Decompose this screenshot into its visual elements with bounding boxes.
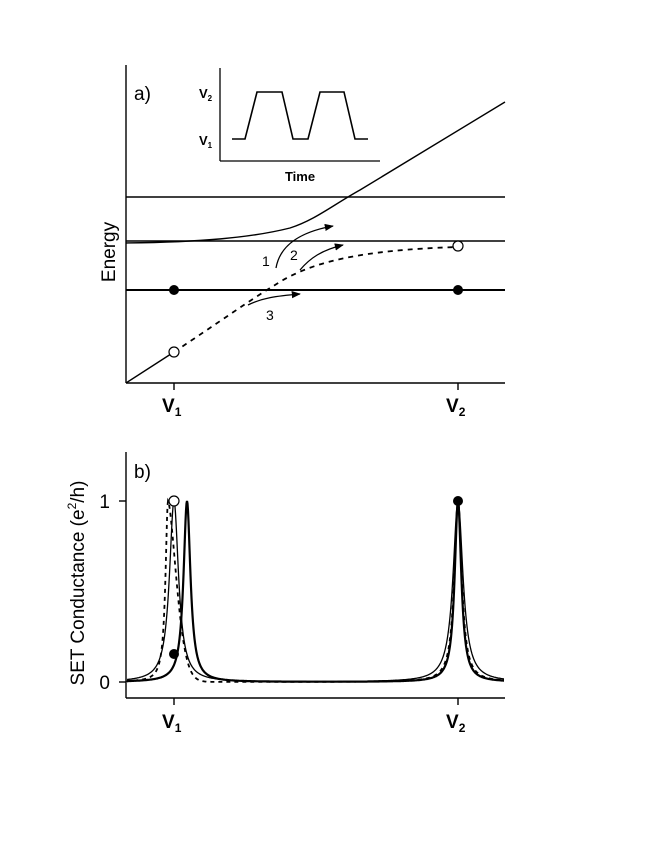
panel-b: b) 1 0 SET Conductance (e2/h) V1 V2 [65,452,505,735]
inset-waveform [232,91,368,140]
panel-a-xtick-v1-sub: 1 [175,405,182,419]
filled-point-v2 [453,285,463,295]
arrow-label-1: 1 [262,253,270,269]
filled-point-v1-low [169,649,179,659]
panel-a-label: a) [134,84,151,105]
inset-ytick-v1: V1 [199,133,213,150]
inset-time-trace: Time V2 V1 [199,68,380,184]
conductance-curve-dashed [126,497,505,683]
arrow-label-3: 3 [266,307,274,323]
arrow-2 [299,243,344,271]
panel-b-xtick-v2-sub: 2 [459,721,466,735]
inset-ytick-v2: V2 [199,86,213,103]
panel-a-xtick-v2: V2 [446,396,466,419]
open-point-peak-v1 [168,495,180,507]
arrow-3 [247,291,301,306]
open-point-v1 [168,346,180,358]
panel-a-xtick-v2-sub: 2 [459,405,466,419]
filled-point-peak-v2 [453,496,463,506]
panel-b-xtick-v2: V2 [446,712,466,735]
panel-a-ylabel: Energy [99,221,120,282]
panel-b-ytick-0: 0 [99,673,110,694]
panel-b-xtick-v1: V1 [162,712,182,735]
panel-b-ylabel-sup: 2 [65,502,79,509]
panel-b-xtick-v2-main: V [446,712,459,733]
panel-b-ylabel-main: SET Conductance (e [68,509,89,685]
panel-a-xtick-v2-main: V [446,396,459,417]
panel-a-xtick-v1-main: V [162,396,175,417]
lower-anticrossing-dashed-curve [173,246,459,353]
panel-b-ylabel-end: /h) [68,481,89,503]
panel-b-ytick-1: 1 [99,492,110,513]
panel-b-xtick-v1-sub: 1 [175,721,182,735]
upper-anticrossing-curve [125,101,506,244]
inset-ytick-v2-sub: 2 [208,94,213,103]
open-point-v2 [452,240,464,252]
inset-ytick-v1-sub: 1 [208,141,213,150]
arrow-1 [275,223,334,269]
panel-b-xtick-v1-main: V [162,712,175,733]
arrow-label-2: 2 [290,247,298,263]
inset-xlabel: Time [285,169,315,184]
filled-point-v1 [169,285,179,295]
panel-a-xtick-v1: V1 [162,396,182,419]
inset-ytick-v2-main: V [199,86,208,101]
panel-b-ylabel: SET Conductance (e2/h) [65,481,89,686]
panel-b-label: b) [134,462,151,483]
panel-a: 1 2 3 a) Energy V1 V2 Time V2 V1 [99,65,506,419]
inset-ytick-v1-main: V [199,133,208,148]
lower-diagonal-line [125,351,175,384]
